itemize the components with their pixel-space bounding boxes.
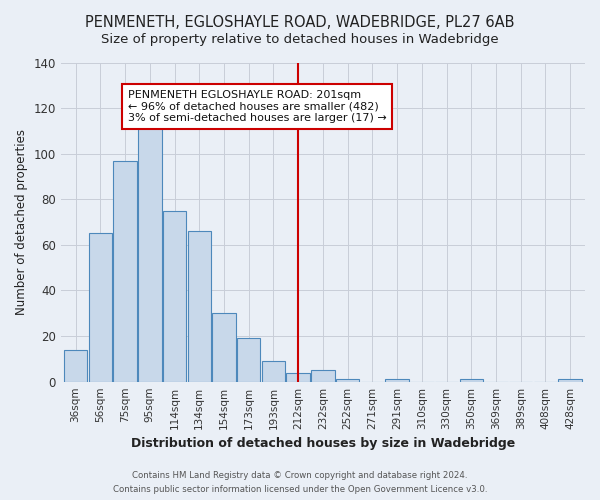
Bar — [311, 370, 335, 382]
Bar — [559, 380, 582, 382]
Y-axis label: Number of detached properties: Number of detached properties — [15, 129, 28, 315]
Bar — [188, 231, 211, 382]
Text: PENMENETH EGLOSHAYLE ROAD: 201sqm
← 96% of detached houses are smaller (482)
3% : PENMENETH EGLOSHAYLE ROAD: 201sqm ← 96% … — [128, 90, 386, 123]
Bar — [64, 350, 88, 382]
Bar — [138, 120, 161, 382]
Bar — [286, 372, 310, 382]
Bar — [385, 380, 409, 382]
Bar — [113, 160, 137, 382]
X-axis label: Distribution of detached houses by size in Wadebridge: Distribution of detached houses by size … — [131, 437, 515, 450]
Bar — [262, 361, 285, 382]
Bar — [163, 210, 186, 382]
Bar — [212, 314, 236, 382]
Text: Contains HM Land Registry data © Crown copyright and database right 2024.
Contai: Contains HM Land Registry data © Crown c… — [113, 472, 487, 494]
Bar — [237, 338, 260, 382]
Bar — [336, 380, 359, 382]
Bar — [460, 380, 483, 382]
Bar — [89, 234, 112, 382]
Text: PENMENETH, EGLOSHAYLE ROAD, WADEBRIDGE, PL27 6AB: PENMENETH, EGLOSHAYLE ROAD, WADEBRIDGE, … — [85, 15, 515, 30]
Text: Size of property relative to detached houses in Wadebridge: Size of property relative to detached ho… — [101, 32, 499, 46]
